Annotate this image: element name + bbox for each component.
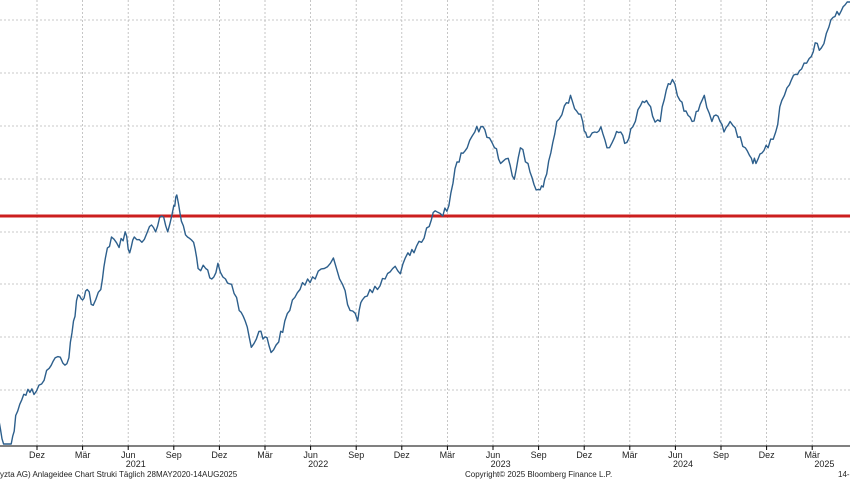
x-tick-label-10: Jun (486, 450, 501, 460)
x-tick-label-1: Mär (75, 450, 91, 460)
footer: yzta AG) Anlageidee Chart Struki Täglich… (0, 470, 850, 479)
year-labels: 2021 2022 2023 2024 2025 (126, 459, 835, 469)
x-tick-label-11: Sep (531, 450, 547, 460)
x-tick-label-13: Mär (622, 450, 638, 460)
footer-right-text: 14- (838, 470, 850, 479)
footer-left-text: yzta AG) Anlageidee Chart Struki Täglich… (0, 470, 238, 479)
year-label-2025: 2025 (814, 459, 834, 469)
x-tick-label-15: Sep (713, 450, 729, 460)
x-axis-ticks: Dez Mär Jun Sep Dez Mär Jun Sep Dez Mär Jun Sep Dez M… (29, 446, 820, 460)
x-tick-label-0: Dez (29, 450, 46, 460)
plot-background (0, 0, 850, 446)
x-tick-label-9: Mär (440, 450, 456, 460)
year-label-2024: 2024 (673, 459, 693, 469)
x-tick-label-17: Mär (804, 450, 820, 460)
year-label-2021: 2021 (126, 459, 146, 469)
price-series-line (0, 1, 850, 445)
x-tick-label-12: Dez (576, 450, 593, 460)
x-tick-label-2: Jun (121, 450, 136, 460)
x-tick-label-4: Dez (211, 450, 228, 460)
year-label-2023: 2023 (491, 459, 511, 469)
footer-copyright: Copyright© 2025 Bloomberg Finance L.P. (465, 470, 612, 479)
x-tick-label-8: Dez (394, 450, 411, 460)
x-tick-label-3: Sep (166, 450, 182, 460)
x-tick-label-14: Jun (668, 450, 683, 460)
x-tick-label-16: Dez (759, 450, 776, 460)
x-tick-label-6: Jun (303, 450, 318, 460)
x-tick-label-7: Sep (348, 450, 364, 460)
x-tick-label-5: Mär (257, 450, 273, 460)
year-label-2022: 2022 (308, 459, 328, 469)
